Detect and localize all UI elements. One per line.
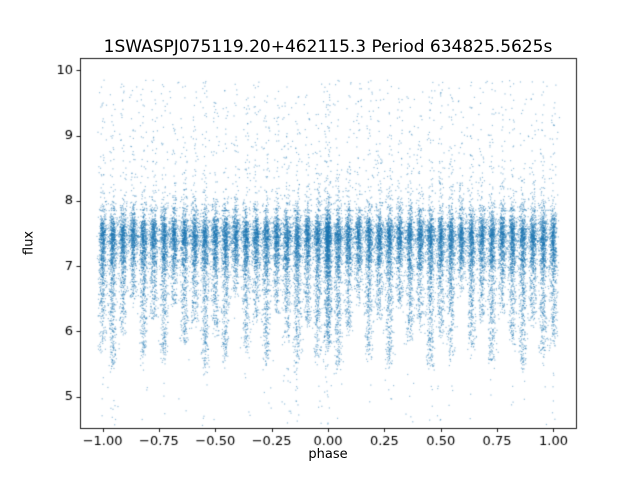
- y-axis-label: flux: [21, 230, 37, 256]
- chart-title: 1SWASPJ075119.20+462115.3 Period 634825.…: [103, 37, 553, 57]
- x-axis-label: phase: [308, 447, 348, 462]
